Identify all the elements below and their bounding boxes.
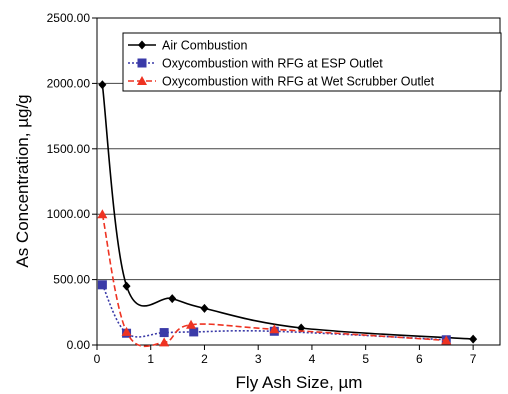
- series-3: [97, 209, 452, 348]
- data-point: [469, 334, 478, 344]
- data-point: [168, 294, 177, 304]
- y-tick-label: 1500.00: [47, 142, 91, 156]
- x-tick-label: 6: [416, 352, 423, 366]
- data-point: [97, 280, 107, 290]
- data-point: [186, 319, 197, 329]
- data-point: [441, 335, 452, 345]
- data-point: [189, 327, 199, 337]
- y-tick-label: 0.00: [67, 338, 91, 352]
- y-axis-ticks: 0.00 500.00 1000.00 1500.00 2000.00 2500.00: [47, 11, 97, 352]
- y-axis-title: As Concentration, µg/g: [13, 94, 32, 267]
- legend-label: Oxycombustion with RFG at Wet Scrubber O…: [162, 75, 435, 89]
- y-tick-label: 1000.00: [47, 207, 91, 221]
- x-tick-label: 0: [94, 352, 101, 366]
- legend: Air Combustion Oxycombustion with RFG at …: [122, 32, 502, 92]
- data-point: [122, 281, 131, 291]
- legend-marker: [138, 40, 146, 50]
- legend-label: Oxycombustion with RFG at ESP Outlet: [162, 57, 383, 71]
- data-point: [121, 326, 132, 336]
- data-point: [159, 337, 170, 347]
- data-point: [269, 324, 280, 334]
- data-point: [98, 80, 107, 90]
- series-1: [98, 80, 478, 344]
- y-tick-label: 2000.00: [47, 76, 91, 90]
- series-line: [101, 84, 474, 340]
- data-point: [97, 209, 108, 219]
- x-tick-label: 2: [201, 352, 208, 366]
- x-tick-label: 5: [362, 352, 369, 366]
- y-tick-label: 2500.00: [47, 11, 91, 25]
- x-tick-label: 3: [255, 352, 262, 366]
- x-axis-ticks: 0 1 2 3 4 5 6 7: [94, 345, 477, 366]
- legend-label: Air Combustion: [162, 39, 247, 53]
- x-tick-label: 7: [470, 352, 477, 366]
- data-point: [159, 328, 169, 338]
- x-axis-title: Fly Ash Size, µm: [236, 373, 363, 392]
- y-tick-label: 500.00: [53, 273, 90, 287]
- series-group: [97, 80, 478, 348]
- legend-box: [122, 32, 502, 92]
- legend-marker: [137, 58, 147, 68]
- x-tick-label: 1: [147, 352, 154, 366]
- data-point: [200, 303, 209, 313]
- legend-marker: [137, 76, 147, 85]
- x-tick-label: 4: [309, 352, 316, 366]
